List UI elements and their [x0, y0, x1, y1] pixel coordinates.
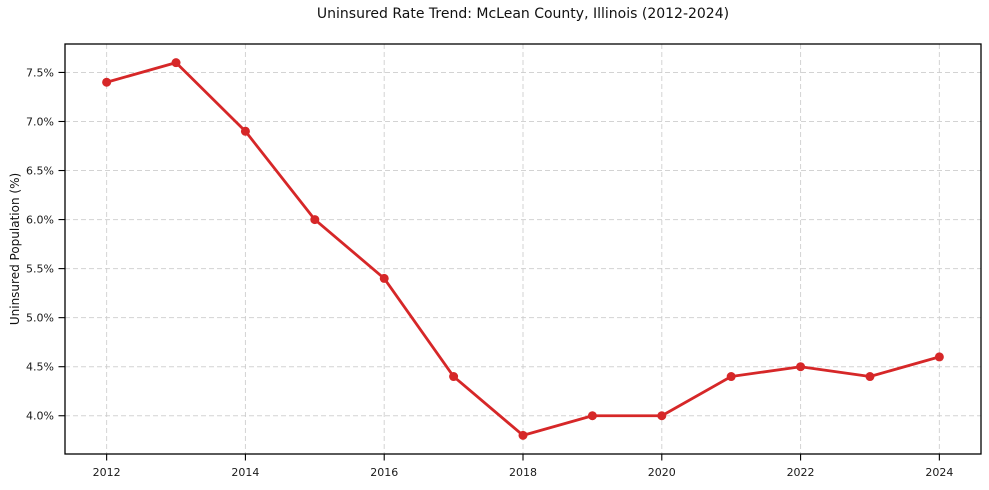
y-tick-label: 6.0% [26, 214, 54, 227]
x-tick-label: 2014 [231, 466, 259, 479]
data-point [449, 372, 459, 382]
y-tick-label: 5.5% [26, 263, 54, 276]
data-point [379, 273, 389, 283]
data-point [240, 126, 250, 136]
data-point [310, 215, 320, 225]
y-tick-label: 6.5% [26, 165, 54, 178]
y-tick-label: 4.0% [26, 410, 54, 423]
data-point [934, 352, 944, 362]
x-tick-label: 2022 [787, 466, 815, 479]
data-point [796, 362, 806, 372]
x-tick-label: 2020 [648, 466, 676, 479]
x-tick-label: 2016 [370, 466, 398, 479]
data-point [171, 58, 181, 68]
y-tick-label: 7.0% [26, 115, 54, 128]
x-tick-label: 2018 [509, 466, 537, 479]
plot-border [64, 43, 982, 455]
y-tick-label: 4.5% [26, 361, 54, 374]
chart-title: Uninsured Rate Trend: McLean County, Ill… [316, 6, 730, 22]
data-point [587, 411, 597, 421]
data-point [657, 411, 667, 421]
data-point [518, 430, 528, 440]
data-point [726, 372, 736, 382]
x-tick-label: 2024 [925, 466, 953, 479]
data-point [102, 77, 112, 87]
y-axis-label: Uninsured Population (%) [8, 172, 22, 326]
y-tick-label: 5.0% [26, 312, 54, 325]
x-tick-label: 2012 [93, 466, 121, 479]
data-point [865, 372, 875, 382]
y-tick-label: 7.5% [26, 66, 54, 79]
